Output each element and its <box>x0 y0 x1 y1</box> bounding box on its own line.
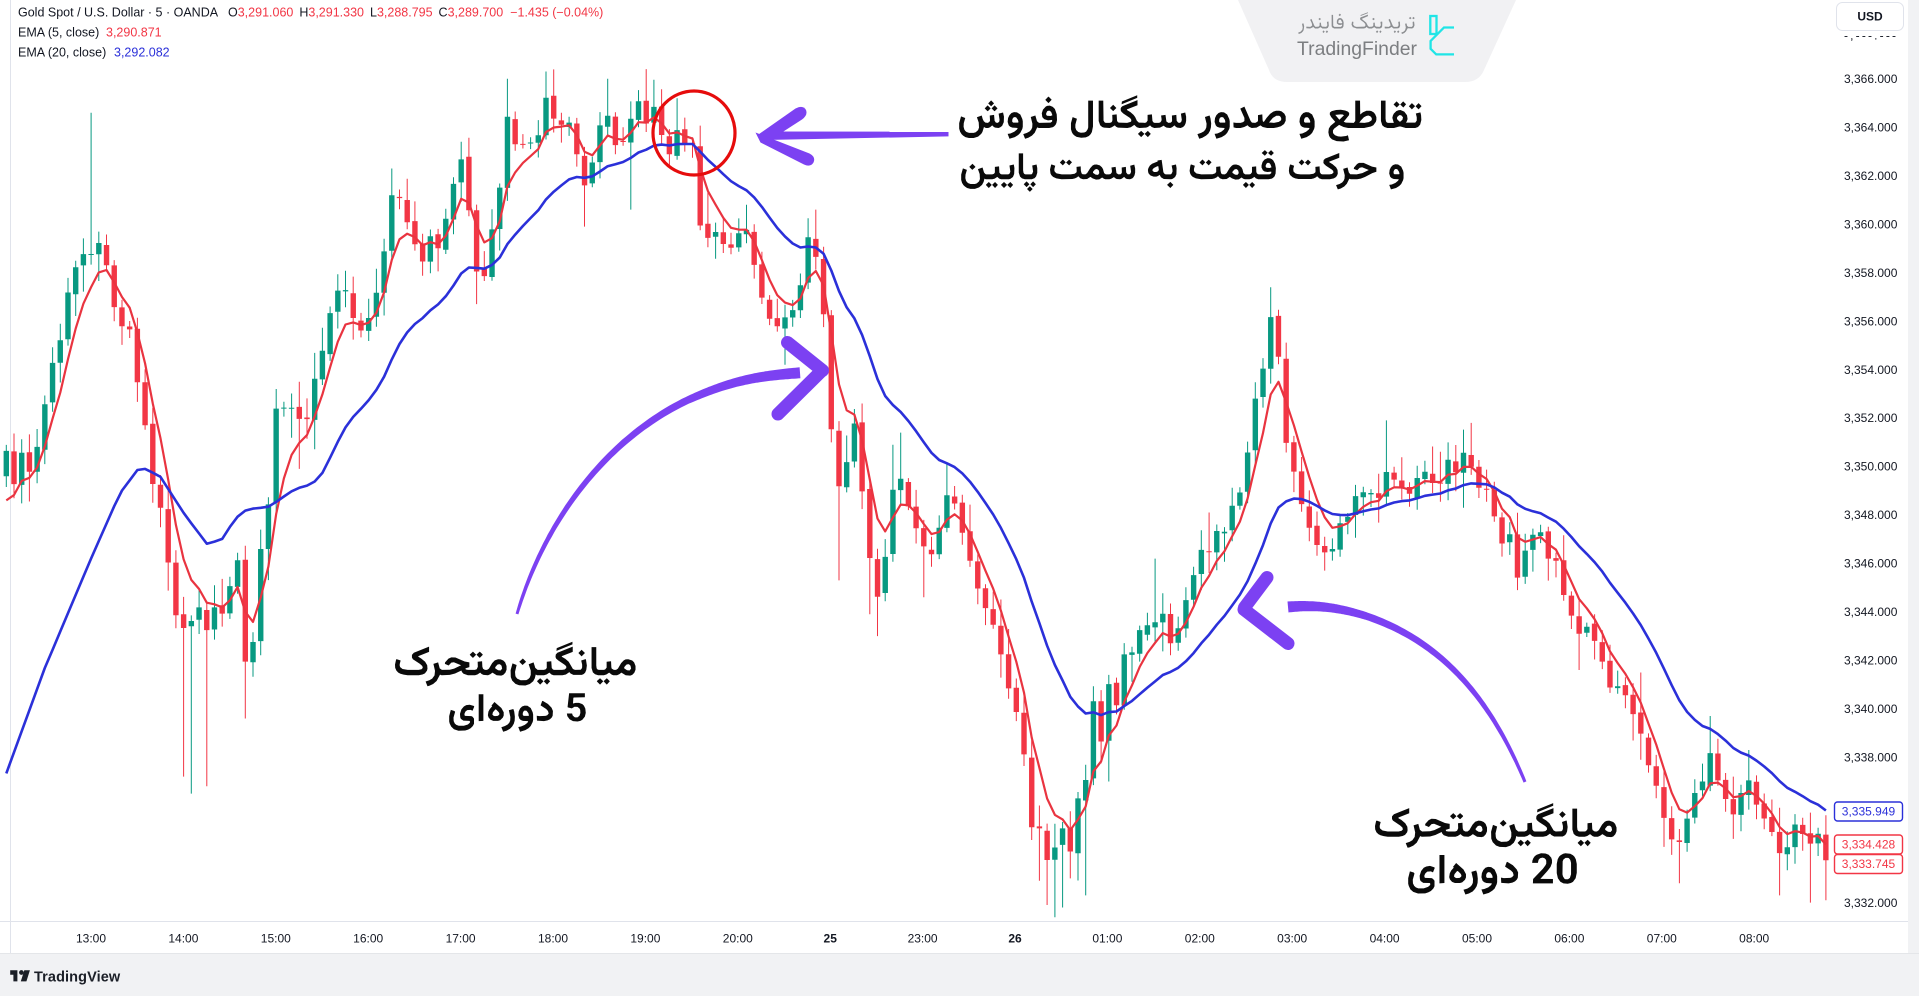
svg-text:3,364.000: 3,364.000 <box>1844 121 1898 135</box>
svg-text:3,342.000: 3,342.000 <box>1844 654 1898 668</box>
svg-text:TradingView: TradingView <box>34 970 121 986</box>
svg-text:TradingFinder: TradingFinder <box>1297 38 1417 60</box>
svg-text:03:00: 03:00 <box>1277 932 1307 946</box>
svg-text:3,362.000: 3,362.000 <box>1844 169 1898 183</box>
svg-text:3,332.000: 3,332.000 <box>1844 896 1898 910</box>
svg-text:3,348.000: 3,348.000 <box>1844 508 1898 522</box>
svg-text:3,350.000: 3,350.000 <box>1844 460 1898 474</box>
svg-text:3,338.000: 3,338.000 <box>1844 750 1898 764</box>
svg-text:-,---.---: -,---.--- <box>1844 29 1896 43</box>
svg-text:3,335.949: 3,335.949 <box>1842 805 1896 819</box>
svg-text:3,366.000: 3,366.000 <box>1844 72 1898 86</box>
svg-text:25: 25 <box>824 932 838 946</box>
svg-text:3,360.000: 3,360.000 <box>1844 217 1898 231</box>
svg-text:20:00: 20:00 <box>723 932 753 946</box>
svg-text:19:00: 19:00 <box>630 932 660 946</box>
svg-text:3,334.428: 3,334.428 <box>1842 838 1896 852</box>
svg-text:15:00: 15:00 <box>261 932 291 946</box>
svg-text:3,340.000: 3,340.000 <box>1844 702 1898 716</box>
svg-text:08:00: 08:00 <box>1739 932 1769 946</box>
svg-text:3,346.000: 3,346.000 <box>1844 557 1898 571</box>
svg-text:USD: USD <box>1857 10 1883 24</box>
svg-text:17:00: 17:00 <box>446 932 476 946</box>
svg-text:13:00: 13:00 <box>76 932 106 946</box>
svg-text:Gold Spot / U.S. Dollar · 5 ·: Gold Spot / U.S. Dollar · 5 · OANDA O3,29… <box>18 6 603 20</box>
svg-text:EMA (20, close)3,292.082: EMA (20, close) 3,292.082 <box>18 46 170 60</box>
svg-text:14:00: 14:00 <box>168 932 198 946</box>
svg-text:26: 26 <box>1008 932 1022 946</box>
svg-text:3,352.000: 3,352.000 <box>1844 411 1898 425</box>
svg-text:05:00: 05:00 <box>1462 932 1492 946</box>
svg-text:06:00: 06:00 <box>1554 932 1584 946</box>
svg-text:3,358.000: 3,358.000 <box>1844 266 1898 280</box>
svg-text:01:00: 01:00 <box>1092 932 1122 946</box>
svg-text:EMA (5, close)3,290.871: EMA (5, close) 3,290.871 <box>18 26 162 40</box>
svg-text:07:00: 07:00 <box>1647 932 1677 946</box>
svg-text:3,344.000: 3,344.000 <box>1844 605 1898 619</box>
svg-text:3,356.000: 3,356.000 <box>1844 314 1898 328</box>
svg-text:3,333.745: 3,333.745 <box>1842 857 1896 871</box>
svg-text:16:00: 16:00 <box>353 932 383 946</box>
svg-text:04:00: 04:00 <box>1370 932 1400 946</box>
svg-text:02:00: 02:00 <box>1185 932 1215 946</box>
svg-text:23:00: 23:00 <box>908 932 938 946</box>
svg-text:18:00: 18:00 <box>538 932 568 946</box>
svg-text:3,354.000: 3,354.000 <box>1844 363 1898 377</box>
